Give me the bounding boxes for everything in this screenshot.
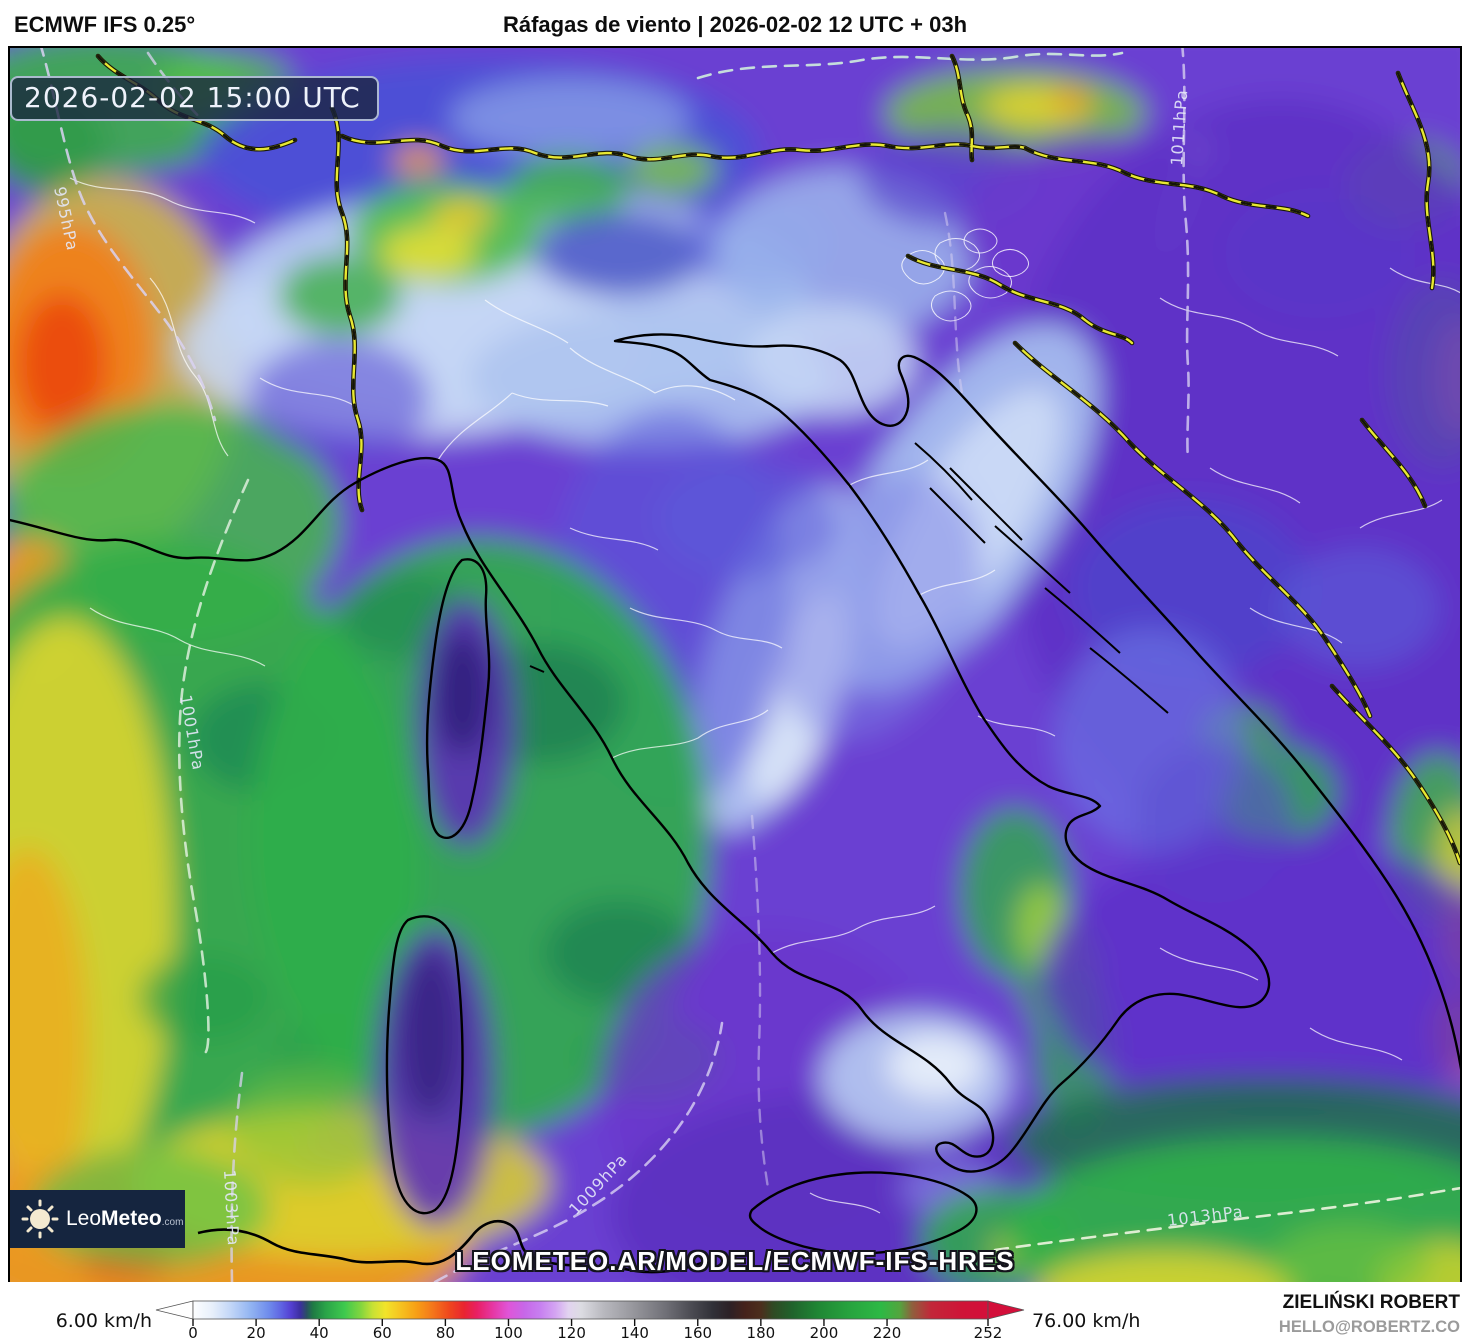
svg-text:140: 140 [620,1324,649,1339]
svg-text:40: 40 [310,1324,329,1339]
logo-wordmark: LeoMeteo.com [66,1207,183,1231]
logo-prefix: Leo [66,1207,102,1230]
svg-text:80: 80 [436,1324,455,1339]
svg-text:200: 200 [810,1324,839,1339]
admin-borders [69,177,1460,1214]
svg-text:60: 60 [373,1324,392,1339]
svg-text:1003hPa: 1003hPa [220,1169,243,1246]
svg-text:0: 0 [188,1324,198,1339]
colorbar-ticks: 0 20 40 60 80 100 120 140 160 180 200 220 252 [188,1319,1002,1339]
model-label: ECMWF IFS 0.25° [14,12,196,37]
svg-text:20: 20 [247,1324,266,1339]
site-watermark: LEOMETEO.AR/MODEL/ECMWF-IFS-HRES [455,1246,1015,1276]
header-bar: ECMWF IFS 0.25° Ráfagas de viento | 2026… [0,0,1470,48]
svg-text:252: 252 [974,1324,1003,1339]
leometeo-logo: LeoMeteo.com [10,1190,185,1248]
attribution-email: HELLO@ROBERTZ.CO [1279,1318,1460,1336]
svg-text:120: 120 [557,1324,586,1339]
coastlines [10,333,1460,1274]
colorbar-max-label: 76.00 km/h [1032,1310,1140,1332]
svg-text:180: 180 [747,1324,776,1339]
colorbar-left-arrow [155,1300,194,1320]
svg-text:160: 160 [683,1324,712,1339]
sun-icon [21,1199,59,1239]
colorbar-right-arrow [987,1300,1025,1320]
colorbar-gradient [192,1300,989,1320]
page-title: Ráfagas de viento | 2026-02-02 12 UTC + … [502,12,968,37]
colorbar-min-label: 6.00 km/h [56,1310,152,1332]
wind-gust-map: 995hPa 1001hPa 1003hPa 1009hPa 1011hPa 1013hP… [8,46,1462,1284]
timestamp-overlay: 2026-02-02 15:00 UTC [10,76,379,121]
colorbar: 6.00 km/h 0 20 40 60 80 100 120 140 160 180 200 220… [56,1291,1461,1339]
footer-bar: 6.00 km/h 0 20 40 60 80 100 120 140 160 180 200 220… [0,1282,1470,1339]
wind-field [10,48,1460,1282]
logo-tld: .com [161,1217,184,1228]
attribution-name: ZIELIŃSKI ROBERT [1283,1291,1461,1313]
svg-text:100: 100 [494,1324,523,1339]
svg-text:220: 220 [873,1324,902,1339]
logo-bold: Meteo [101,1207,162,1230]
